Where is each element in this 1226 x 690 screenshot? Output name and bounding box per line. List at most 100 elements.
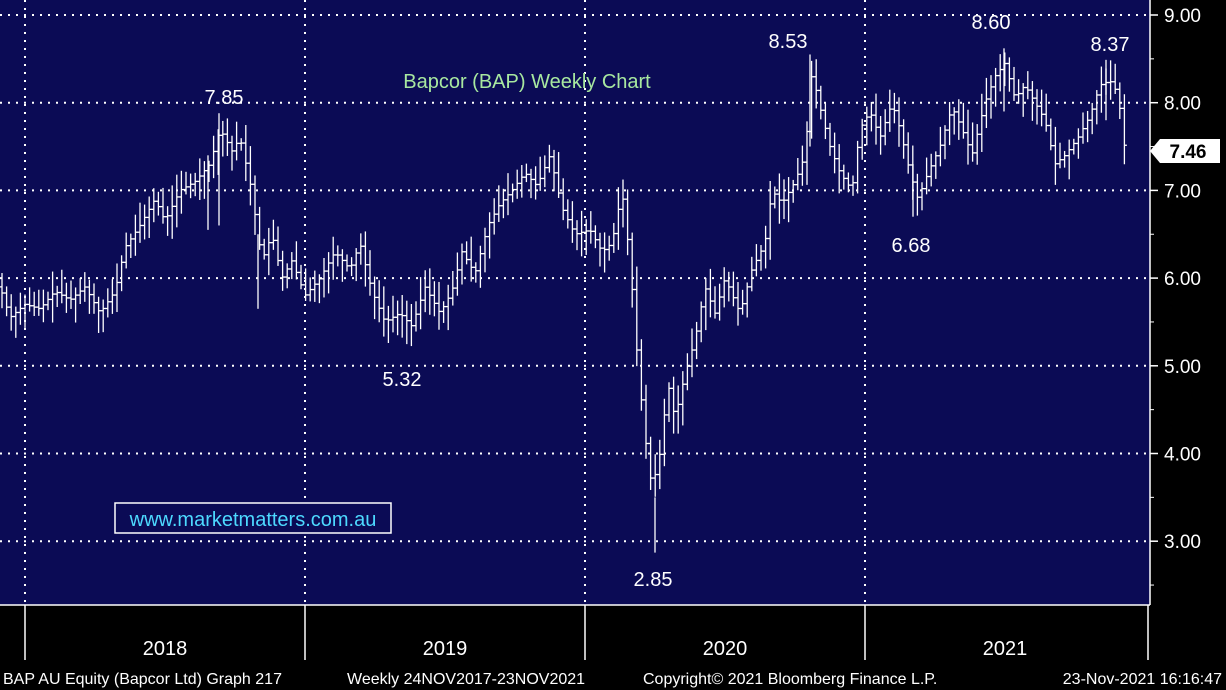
last-price-marker: 7.46	[1150, 139, 1220, 163]
ohlc-bar-219	[1006, 57, 1012, 92]
ohlc-bar-87	[399, 295, 405, 338]
ohlc-bar-156	[717, 283, 723, 321]
ohlc-bar-74	[339, 249, 345, 282]
ohlc-bar-4	[17, 292, 23, 325]
ohlc-bar-159	[730, 271, 736, 307]
ohlc-bar-146	[671, 376, 677, 434]
ohlc-bar-199	[914, 173, 920, 216]
ytick-label-1: 4.00	[1164, 445, 1201, 466]
ohlc-bar-213	[979, 93, 985, 152]
ohlc-bar-208	[956, 99, 962, 140]
ohlc-bar-148	[680, 371, 686, 426]
ohlc-bar-0	[0, 273, 5, 309]
ohlc-bar-124	[569, 201, 575, 243]
ohlc-bar-98	[450, 271, 456, 306]
ohlc-bar-68	[312, 270, 318, 302]
ohlc-bar-205	[942, 125, 948, 160]
ohlc-bar-10	[45, 291, 51, 311]
ohlc-bar-118	[542, 155, 548, 188]
ohlc-bar-220	[1011, 66, 1017, 101]
ohlc-bar-139	[638, 339, 644, 411]
ohlc-bar-202	[928, 153, 934, 187]
ohlc-bar-65	[298, 264, 304, 290]
ohlc-bar-106	[487, 212, 493, 259]
ohlc-bar-186	[855, 140, 861, 194]
annotation-2: 2.85	[634, 569, 673, 591]
annotation-4: 6.68	[892, 235, 931, 257]
ohlc-bar-62	[284, 263, 290, 289]
ohlc-bar-145	[666, 382, 672, 423]
ohlc-bar-51	[234, 121, 240, 161]
ohlc-bar-195	[896, 97, 902, 147]
ohlc-bar-214	[983, 77, 989, 129]
ohlc-bar-228	[1048, 118, 1054, 151]
ohlc-bar-110	[505, 173, 511, 216]
ohlc-bar-222	[1020, 83, 1026, 117]
ohlc-bar-119	[546, 144, 552, 173]
ohlc-bar-57	[261, 238, 267, 260]
ohlc-bar-52	[238, 138, 244, 151]
footer-timestamp: 23-Nov-2021 16:16:47	[1063, 671, 1222, 688]
ohlc-bar-91	[418, 277, 424, 330]
ohlc-bar-105	[482, 227, 488, 273]
ohlc-bar-80	[367, 250, 373, 296]
ohlc-bar-216	[993, 67, 999, 107]
ohlc-bar-207	[951, 107, 957, 135]
x-axis-years: 2018 2019 2020 2021	[24, 605, 1149, 660]
ohlc-bar-44	[201, 161, 207, 199]
ohlc-bar-24	[109, 279, 115, 314]
ohlc-bar-226	[1039, 89, 1045, 127]
ohlc-bar-99	[454, 252, 460, 296]
ohlc-bar-64	[293, 241, 299, 280]
ohlc-bar-83	[381, 286, 387, 337]
ohlc-bar-77	[353, 248, 359, 282]
ohlc-bar-37	[169, 185, 175, 239]
ohlc-bar-70	[321, 257, 327, 298]
ohlc-bar-60	[275, 226, 281, 266]
ytick-label-6: 9.00	[1164, 6, 1201, 27]
ohlc-bar-187	[859, 118, 865, 160]
ohlc-bar-163	[749, 256, 755, 292]
ohlc-bar-162	[744, 282, 750, 318]
ytick-label-3: 6.00	[1164, 269, 1201, 290]
ohlc-bar-54	[247, 146, 253, 206]
footer: BAP AU Equity (Bapcor Ltd) Graph 217 Wee…	[3, 671, 1222, 688]
ohlc-bar-66	[303, 268, 309, 301]
ohlc-bar-25	[114, 263, 120, 313]
ohlc-bar-72	[330, 236, 336, 280]
ohlc-bar-11	[50, 271, 56, 323]
ohlc-bar-138	[634, 266, 640, 367]
ohlc-bar-122	[560, 178, 566, 221]
ohlc-bar-227	[1043, 93, 1049, 132]
ohlc-bar-197	[905, 132, 911, 174]
ohlc-bar-120	[551, 149, 557, 192]
ohlc-bar-46	[211, 135, 217, 179]
ohlc-bar-192	[882, 109, 888, 146]
ohlc-bar-160	[735, 282, 741, 326]
ohlc-bar-81	[372, 276, 378, 320]
ohlc-bar-237	[1089, 102, 1095, 135]
ohlc-bar-212	[974, 124, 980, 165]
ohlc-bar-97	[445, 284, 451, 331]
ohlc-bar-101	[464, 241, 470, 265]
ohlc-bar-2	[8, 294, 14, 331]
ohlc-bar-229	[1052, 126, 1058, 185]
ohlc-bar-130	[597, 232, 603, 267]
ytick-label-5: 8.00	[1164, 94, 1201, 115]
ohlc-bar-42	[192, 172, 198, 197]
ohlc-bar-193	[887, 89, 893, 132]
ohlc-bar-111	[510, 183, 516, 203]
ohlc-bar-109	[500, 188, 506, 219]
ohlc-bar-155	[712, 286, 718, 319]
ohlc-bar-209	[960, 102, 966, 139]
ohlc-bar-194	[891, 92, 897, 124]
year-label-1: 2019	[423, 638, 468, 660]
ohlc-bar-12	[54, 285, 60, 308]
ohlc-bars	[0, 48, 1127, 553]
ohlc-bar-177	[813, 59, 819, 109]
ohlc-bar-166	[763, 225, 769, 269]
ohlc-bar-92	[422, 270, 428, 313]
ytick-label-0: 3.00	[1164, 532, 1201, 553]
ohlc-bar-30	[137, 202, 143, 243]
ohlc-bar-147	[675, 385, 681, 434]
